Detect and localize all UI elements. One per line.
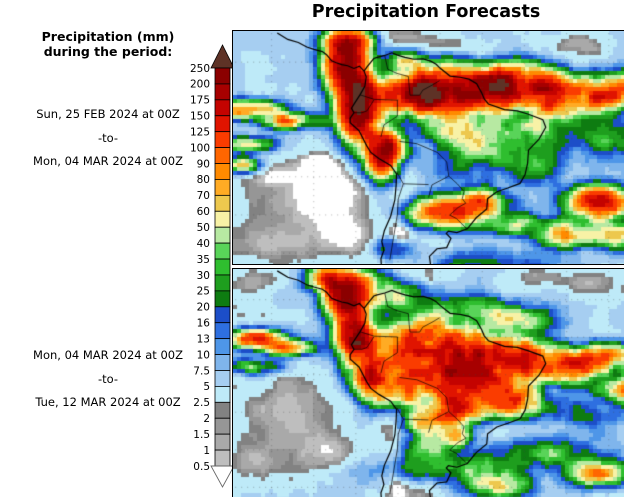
colorbar-down-arrow bbox=[210, 465, 235, 488]
page-title: Precipitation Forecasts bbox=[311, 2, 541, 22]
colorbar-segment bbox=[214, 370, 231, 387]
colorbar-tick-label: 150 bbox=[190, 111, 210, 123]
colorbar-segment bbox=[214, 210, 231, 228]
colorbar-segment bbox=[214, 131, 231, 149]
colorbar-tick-label: 200 bbox=[190, 79, 210, 91]
colorbar-segment bbox=[214, 179, 231, 196]
colorbar-segment bbox=[214, 274, 231, 292]
forecast-map-week1 bbox=[232, 30, 624, 265]
colorbar-segment bbox=[214, 338, 231, 355]
colorbar-segment bbox=[214, 417, 231, 435]
colorbar-segment bbox=[214, 226, 231, 244]
colorbar-tick-label: 80 bbox=[197, 174, 210, 186]
colorbar-segment bbox=[214, 433, 231, 451]
colorbar-segment bbox=[214, 322, 231, 340]
colorbar-segment bbox=[214, 194, 231, 212]
period-1-label: Sun, 25 FEB 2024 at 00Z -to- Mon, 04 MAR… bbox=[0, 103, 216, 174]
colorbar-segment bbox=[214, 67, 231, 85]
colorbar-tick-label: 30 bbox=[197, 270, 210, 282]
colorbar-tick-label: 2 bbox=[203, 413, 210, 425]
colorbar-tick-label: 2.5 bbox=[193, 397, 210, 409]
legend-heading-line2: during the period: bbox=[43, 44, 173, 59]
period-2-start: Mon, 04 MAR 2024 at 00Z bbox=[33, 348, 183, 362]
colorbar-segment bbox=[214, 290, 231, 308]
period-1-start: Sun, 25 FEB 2024 at 00Z bbox=[36, 107, 180, 121]
colorbar-segment bbox=[214, 385, 231, 403]
colorbar-tick-label: 20 bbox=[197, 302, 210, 314]
colorbar-tick-label: 100 bbox=[190, 142, 210, 154]
colorbar-tick-label: 40 bbox=[197, 238, 210, 250]
colorbar-tick-label: 35 bbox=[197, 254, 210, 266]
period-2-separator: -to- bbox=[97, 371, 119, 386]
colorbar-tick-label: 10 bbox=[197, 349, 210, 361]
colorbar-tick-label: 25 bbox=[197, 286, 210, 298]
colorbar-up-arrow bbox=[210, 44, 235, 69]
colorbar-segment bbox=[214, 449, 231, 467]
colorbar-tick-label: 7.5 bbox=[193, 365, 210, 377]
colorbar-tick-label: 13 bbox=[197, 333, 210, 345]
colorbar-segment bbox=[214, 258, 231, 276]
period-2-end: Tue, 12 MAR 2024 at 00Z bbox=[35, 395, 181, 409]
colorbar-segment bbox=[214, 115, 231, 133]
forecast-map-week2-canvas bbox=[232, 268, 624, 497]
period-1-separator: -to- bbox=[97, 130, 119, 145]
colorbar-tick-label: 16 bbox=[197, 318, 211, 330]
colorbar-segment bbox=[214, 163, 231, 180]
colorbar-tick-label: 5 bbox=[203, 381, 210, 393]
legend-heading-line1: Precipitation (mm) bbox=[41, 29, 175, 44]
colorbar-tick-label: 1 bbox=[203, 445, 210, 457]
forecast-map-week1-canvas bbox=[232, 30, 624, 265]
colorbar-tick-label: 125 bbox=[190, 126, 210, 138]
period-1-end: Mon, 04 MAR 2024 at 00Z bbox=[33, 154, 183, 168]
colorbar-segment bbox=[214, 242, 231, 260]
colorbar-tick-label: 70 bbox=[197, 190, 210, 202]
colorbar-segment bbox=[214, 83, 231, 101]
colorbar-tick-label: 175 bbox=[190, 95, 210, 107]
colorbar-segment bbox=[214, 99, 231, 117]
colorbar-tick-label: 50 bbox=[197, 222, 210, 234]
precipitation-colorbar: 2502001751501251009080706050403530252016… bbox=[190, 44, 235, 488]
colorbar-segment bbox=[214, 401, 231, 419]
colorbar-segment bbox=[214, 306, 231, 324]
colorbar-tick-label: 90 bbox=[197, 158, 210, 170]
colorbar-segment bbox=[214, 354, 231, 371]
colorbar-tick-label: 250 bbox=[190, 63, 210, 75]
colorbar-tick-label: 0.5 bbox=[193, 461, 210, 473]
forecast-map-week2 bbox=[232, 268, 624, 497]
colorbar-tick-label: 60 bbox=[197, 206, 210, 218]
colorbar-tick-label: 1.5 bbox=[193, 429, 210, 441]
legend-heading: Precipitation (mm) during the period: bbox=[0, 29, 216, 59]
colorbar-segment bbox=[214, 147, 231, 164]
period-2-label: Mon, 04 MAR 2024 at 00Z -to- Tue, 12 MAR… bbox=[0, 344, 216, 415]
